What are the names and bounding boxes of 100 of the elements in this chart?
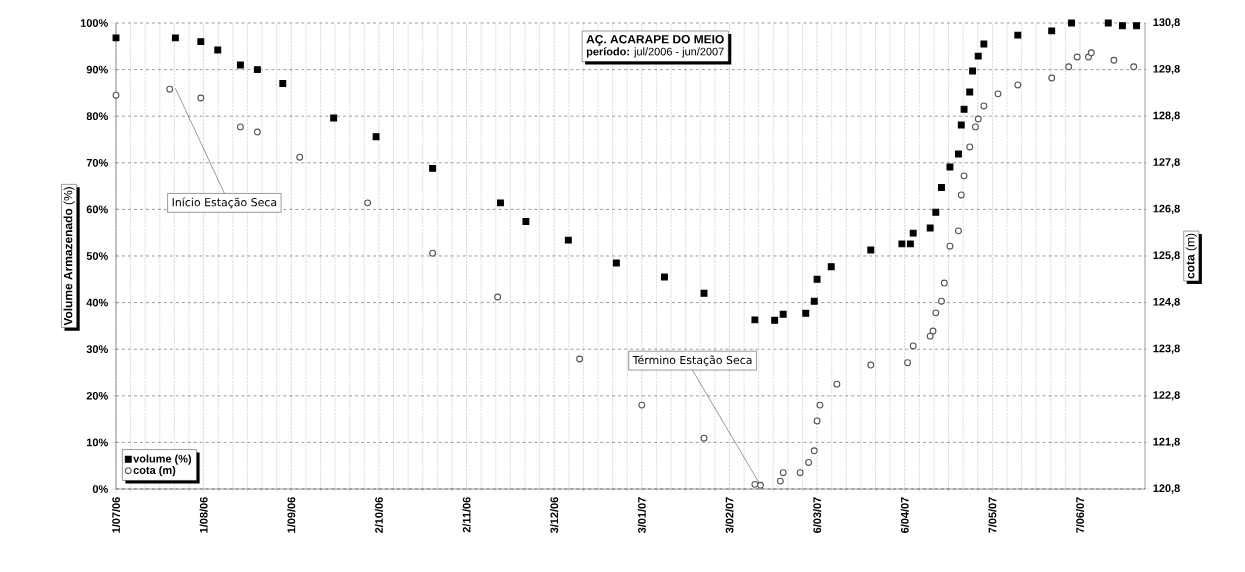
y-tick-label: 90% (86, 65, 108, 74)
y-tick-label: 0% (92, 485, 108, 493)
point (364, 199, 372, 207)
point (867, 246, 875, 254)
y2-tick-label: 123,8 (1153, 344, 1180, 354)
x-tick-label: 3/02/07 (725, 497, 734, 534)
point (429, 164, 437, 172)
point (810, 297, 818, 305)
point (494, 293, 502, 301)
point (1087, 49, 1095, 57)
point (932, 309, 940, 317)
y2-tick-label: 130,8 (1153, 18, 1180, 28)
point (954, 227, 962, 235)
x-tick-label: 7/06/07 (1075, 497, 1085, 533)
point (971, 123, 979, 131)
point (751, 316, 759, 324)
point (960, 105, 968, 113)
point (296, 153, 304, 161)
point (969, 67, 977, 75)
point (236, 123, 244, 131)
x-tick-label: 6/04/07 (900, 497, 909, 533)
point (816, 401, 824, 409)
text: período: jul/2006 - jun/2007 (586, 47, 724, 58)
annotation: Término Estação Seca (632, 355, 752, 367)
point (909, 229, 917, 237)
point (957, 191, 965, 199)
point (898, 240, 906, 248)
x-tick-label: 2/11/06 (462, 497, 471, 533)
point (833, 380, 841, 388)
legend-label: volume (%) (133, 454, 192, 465)
y-tick-label: 60% (86, 205, 108, 214)
point (1014, 31, 1022, 39)
point (926, 224, 934, 232)
point (776, 477, 784, 485)
y2-tick-label: 124,8 (1153, 297, 1180, 308)
point (779, 469, 787, 477)
point (813, 417, 821, 425)
point (946, 163, 954, 171)
point (171, 34, 179, 42)
point (1104, 19, 1112, 27)
point (112, 91, 120, 99)
point (279, 80, 287, 88)
point (1048, 27, 1056, 35)
y-axis-title: Volume Armazenado (%) (63, 187, 75, 326)
point (926, 332, 934, 340)
y-tick-label: 30% (86, 345, 108, 354)
y2-tick-label: 128,8 (1153, 111, 1180, 121)
x-tick-label: 7/05/07 (988, 497, 997, 533)
y2-tick-label: 126,8 (1153, 204, 1180, 215)
y2-tick-label: 120,8 (1153, 484, 1180, 494)
annotation: Início Estação Seca (172, 197, 277, 209)
point (980, 40, 988, 48)
point (330, 114, 338, 122)
x-tick-label: 6/03/07 (813, 497, 822, 533)
point (974, 52, 982, 60)
point (1068, 19, 1075, 27)
y-tick-label: 100% (80, 19, 108, 27)
point (166, 85, 174, 93)
point (564, 236, 572, 244)
point (612, 259, 620, 267)
point (957, 121, 965, 129)
point (576, 355, 584, 363)
x-tick-label: 3/12/06 (550, 497, 559, 534)
point (236, 61, 244, 69)
legend-label: cota (m) (133, 465, 176, 477)
point (1133, 22, 1140, 30)
point (429, 249, 437, 257)
point (779, 310, 787, 318)
point (827, 263, 835, 271)
point (810, 447, 818, 455)
x-tick-label: 3/01/07 (637, 497, 646, 534)
point (771, 316, 779, 324)
x-tick-label: 1/08/06 (199, 497, 208, 533)
point (1073, 53, 1081, 61)
point (929, 327, 937, 335)
point (938, 184, 945, 191)
point (980, 102, 988, 110)
y-tick-label: 50% (86, 252, 108, 260)
point (802, 309, 810, 317)
point (700, 289, 708, 297)
point (994, 90, 1002, 98)
y-tick-label: 20% (86, 391, 108, 400)
y2-tick-label: 122,8 (1153, 391, 1180, 401)
point (660, 273, 668, 281)
point (1048, 74, 1056, 82)
point (960, 172, 968, 180)
point (751, 480, 759, 488)
point (638, 401, 646, 409)
point (253, 66, 261, 74)
text: AÇ. ACARAPE DO MEIO (586, 35, 724, 46)
y-tick-label: 10% (86, 438, 108, 447)
point (112, 34, 120, 42)
point (1130, 63, 1138, 71)
point (253, 128, 261, 136)
point (700, 434, 708, 442)
point (940, 279, 948, 287)
point (796, 469, 804, 477)
point (867, 361, 875, 369)
point (1110, 56, 1118, 64)
point (966, 143, 974, 151)
